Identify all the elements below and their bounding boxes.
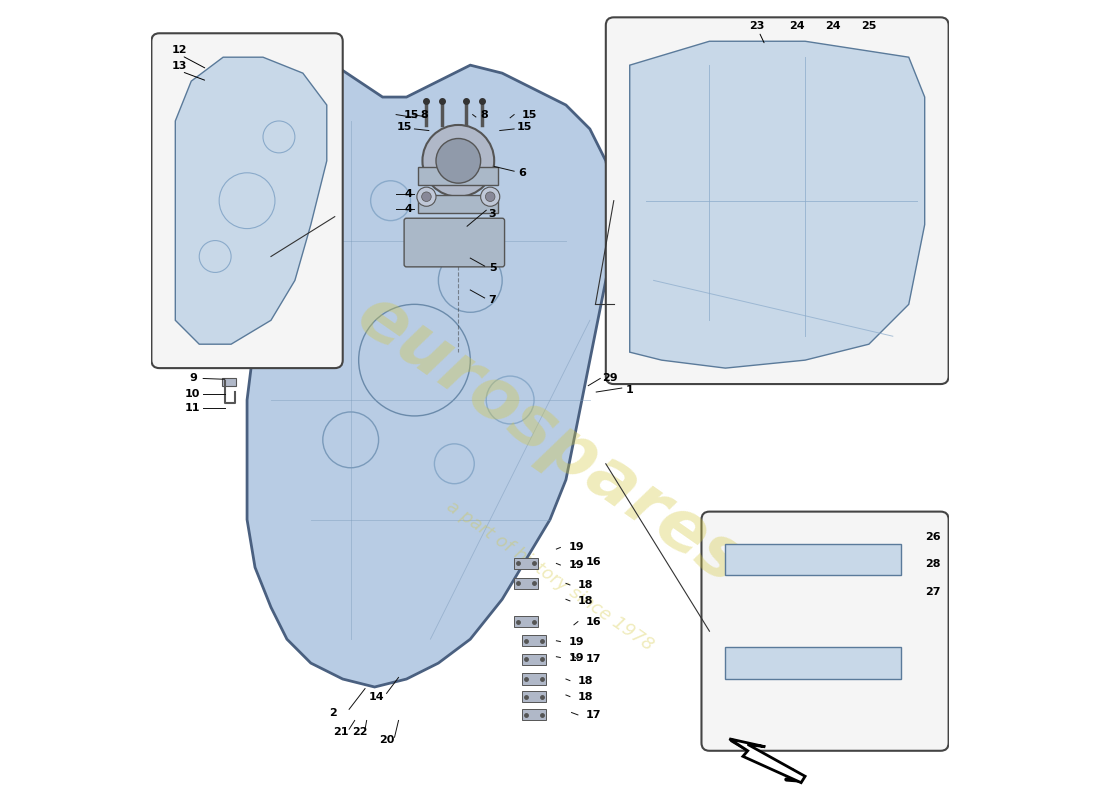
Circle shape: [485, 192, 495, 202]
Bar: [522, 710, 546, 721]
Text: 14: 14: [368, 691, 384, 702]
Polygon shape: [629, 42, 925, 368]
Circle shape: [481, 187, 499, 206]
Text: 27: 27: [925, 587, 940, 598]
Bar: [221, 378, 235, 386]
Text: 19: 19: [569, 637, 584, 646]
FancyBboxPatch shape: [702, 512, 948, 750]
Text: 10: 10: [185, 389, 200, 398]
Text: 18: 18: [578, 580, 593, 590]
Text: 18: 18: [578, 691, 593, 702]
Text: 4: 4: [404, 204, 412, 214]
Text: eurospares: eurospares: [343, 281, 757, 599]
Text: 8: 8: [481, 110, 488, 119]
Bar: [522, 691, 546, 702]
Text: 15: 15: [522, 110, 538, 119]
Text: 1: 1: [626, 386, 634, 395]
Bar: [522, 654, 546, 665]
Text: 17: 17: [586, 710, 602, 720]
Circle shape: [422, 125, 494, 197]
Text: 19: 19: [569, 560, 584, 570]
Text: 16: 16: [586, 617, 602, 626]
Text: 18: 18: [578, 676, 593, 686]
Text: 2: 2: [329, 708, 337, 718]
Bar: [725, 543, 901, 575]
Bar: [514, 558, 538, 569]
Text: 23: 23: [749, 22, 764, 31]
FancyBboxPatch shape: [606, 18, 948, 384]
Text: 24: 24: [789, 22, 805, 31]
Bar: [514, 578, 538, 589]
Text: 3: 3: [488, 210, 496, 219]
Circle shape: [421, 192, 431, 202]
Text: 26: 26: [925, 531, 940, 542]
Text: 25: 25: [861, 22, 877, 31]
Text: 18: 18: [578, 596, 593, 606]
Bar: [418, 195, 498, 213]
Text: 16: 16: [586, 557, 602, 567]
Text: 4: 4: [404, 190, 412, 199]
Text: 9: 9: [189, 374, 197, 383]
Text: 29: 29: [602, 374, 617, 383]
Text: 6: 6: [518, 168, 526, 178]
Text: 19: 19: [569, 542, 584, 553]
Text: 15: 15: [404, 110, 419, 119]
FancyBboxPatch shape: [404, 218, 505, 267]
Text: 17: 17: [586, 654, 602, 664]
Text: 28: 28: [925, 559, 940, 570]
Polygon shape: [729, 739, 805, 782]
Text: 8: 8: [421, 110, 429, 119]
Bar: [522, 635, 546, 646]
Text: 11: 11: [185, 403, 200, 413]
Text: 7: 7: [488, 295, 496, 306]
Text: 5: 5: [488, 263, 496, 274]
Text: a part of history since 1978: a part of history since 1978: [443, 497, 657, 654]
Text: 22: 22: [352, 727, 368, 738]
Bar: [418, 167, 498, 185]
Text: 24: 24: [825, 22, 840, 31]
Polygon shape: [248, 65, 614, 687]
Text: 12: 12: [172, 46, 187, 55]
Text: 20: 20: [378, 735, 394, 746]
Bar: [514, 616, 538, 627]
FancyBboxPatch shape: [152, 34, 343, 368]
Bar: [725, 647, 901, 679]
Text: 15: 15: [396, 122, 411, 131]
Circle shape: [436, 138, 481, 183]
Bar: [522, 674, 546, 685]
Text: 19: 19: [569, 653, 584, 662]
Polygon shape: [175, 57, 327, 344]
Circle shape: [417, 187, 436, 206]
Text: 13: 13: [172, 61, 187, 71]
Text: 21: 21: [333, 727, 349, 738]
Text: 15: 15: [517, 122, 532, 131]
